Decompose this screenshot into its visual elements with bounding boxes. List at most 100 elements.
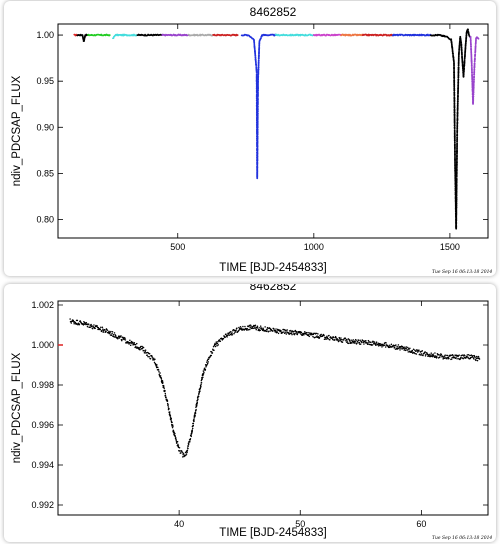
data-point (335, 336, 337, 339)
data-point (218, 339, 221, 341)
data-point (405, 346, 408, 348)
data-point (162, 384, 165, 387)
y-tick-label: 0.90 (36, 122, 54, 132)
data-point (256, 160, 259, 163)
data-point (290, 330, 292, 333)
data-point (272, 330, 274, 332)
data-point (453, 139, 456, 142)
data-point (460, 50, 463, 52)
data-point (473, 69, 476, 72)
data-point (459, 36, 462, 39)
data-point (300, 331, 303, 334)
data-point (171, 426, 174, 429)
data-point (401, 345, 404, 348)
data-point (323, 334, 325, 337)
data-point (344, 337, 347, 340)
data-point (254, 324, 257, 326)
data-point (256, 120, 259, 123)
data-point (193, 420, 195, 422)
data-point (347, 342, 350, 345)
data-point (421, 350, 423, 352)
data-point (135, 345, 137, 348)
data-point (145, 351, 148, 354)
data-point (455, 183, 458, 185)
data-series (76, 33, 89, 43)
data-point (318, 336, 321, 339)
data-series (361, 33, 394, 37)
data-point (452, 354, 454, 357)
data-point (254, 55, 257, 57)
data-point (453, 100, 456, 103)
data-point (397, 344, 400, 346)
data-series (112, 33, 138, 40)
data-point (454, 150, 456, 153)
data-point (407, 346, 409, 349)
data-point (184, 451, 187, 454)
data-point (96, 325, 98, 327)
data-point (256, 135, 259, 138)
data-point (419, 351, 422, 353)
data-point (256, 97, 259, 100)
plot-frame (57, 300, 489, 516)
y-axis-label: ndiv_PDCSAP_FLUX (11, 352, 23, 463)
data-point (351, 342, 353, 344)
data-point (86, 325, 89, 328)
data-point (200, 379, 203, 382)
data-point (329, 339, 331, 341)
data-point (427, 355, 430, 357)
data-point (94, 327, 96, 329)
data-point (186, 449, 189, 452)
data-point (470, 46, 472, 48)
data-series (69, 318, 481, 458)
data-point (82, 322, 84, 325)
data-point (230, 330, 232, 333)
data-point (455, 224, 458, 226)
data-point (257, 60, 260, 63)
data-point (226, 336, 228, 338)
data-point (161, 380, 164, 382)
data-point (153, 361, 156, 364)
data-point (455, 196, 458, 198)
data-point (418, 353, 421, 356)
data-point (422, 354, 424, 357)
data-point (471, 69, 473, 72)
data-point (361, 341, 363, 344)
data-point (230, 334, 232, 336)
data-point (473, 75, 475, 78)
data-point (453, 109, 456, 112)
data-point (456, 147, 458, 150)
data-series (136, 33, 163, 37)
data-point (453, 112, 456, 114)
data-series (429, 28, 472, 230)
y-tick-label: 0.85 (36, 168, 54, 178)
data-point (469, 356, 472, 359)
data-point (243, 328, 246, 331)
x-tick-label: 500 (170, 242, 185, 252)
data-point (464, 355, 466, 357)
data-point (295, 332, 297, 334)
full-lightcurve-card: 8462852 500 1000 1500 0.80 0.85 0.90 0.95 1.00 TI… (4, 1, 496, 276)
data-point (345, 339, 347, 342)
data-point (276, 331, 279, 334)
data-point (142, 346, 145, 349)
data-point (187, 443, 190, 446)
data-point (436, 356, 438, 358)
data-point (457, 83, 460, 86)
data-point (123, 338, 125, 341)
data-point (474, 53, 477, 56)
data-point (169, 414, 172, 416)
data-point (179, 450, 181, 452)
data-point (469, 354, 471, 357)
data-point (90, 323, 92, 326)
data-point (477, 37, 480, 40)
data-point (216, 344, 218, 347)
data-point (464, 53, 466, 56)
data-point (249, 328, 251, 331)
data-point (285, 331, 287, 334)
data-point (405, 347, 407, 350)
data-point (166, 400, 169, 402)
data-point (313, 336, 316, 339)
data-point (291, 333, 293, 336)
data-point (256, 107, 259, 110)
data-point (460, 42, 463, 45)
